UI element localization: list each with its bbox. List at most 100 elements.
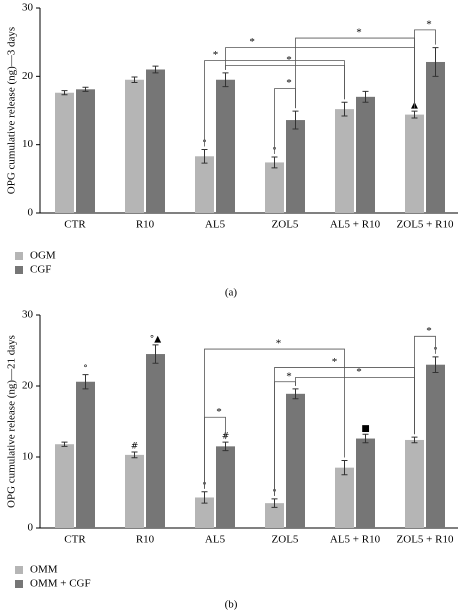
error-bar: [82, 86, 89, 92]
error-bar: [131, 76, 138, 83]
bracket: [204, 416, 226, 489]
bracket: [295, 37, 415, 109]
bar: [426, 61, 445, 213]
bar: [216, 79, 235, 213]
bracket: [414, 335, 436, 435]
bar: [146, 354, 165, 528]
x-tick-label: CTR: [64, 534, 86, 546]
bar: [265, 162, 284, 213]
x-tick-label: AL5: [205, 219, 226, 231]
bar: [146, 69, 165, 213]
panel-label: (a): [225, 287, 238, 299]
bar: [405, 439, 424, 528]
bracket-label: *: [286, 370, 292, 382]
error-bar: [131, 451, 138, 459]
error-bar: [292, 110, 299, 130]
bracket: [414, 29, 436, 109]
error-bar: [201, 148, 208, 164]
x-tick-label: R10: [136, 534, 155, 546]
error-bar: [362, 90, 369, 103]
error-bar: [341, 101, 348, 117]
bracket-label: *: [286, 54, 292, 66]
bracket: [225, 65, 345, 100]
bracket-label: *: [249, 36, 255, 48]
x-tick-label: AL5 + R10: [330, 219, 381, 231]
y-tick-label: 0: [28, 522, 34, 534]
bracket-label: *: [213, 49, 219, 61]
bar: [335, 109, 354, 213]
y-tick-label: 30: [22, 309, 34, 321]
error-bar: [222, 72, 229, 88]
legend-label: CGF: [30, 264, 51, 276]
error-bar: [201, 491, 208, 504]
legend-label: OMM: [30, 564, 58, 576]
bar: [426, 364, 445, 528]
bracket: [295, 377, 415, 435]
x-tick-label: CTR: [64, 219, 86, 231]
y-tick-label: 20: [22, 380, 34, 392]
error-bar: [411, 110, 418, 119]
legend-swatch: [15, 566, 23, 574]
bar: [286, 393, 305, 528]
bar: [356, 438, 375, 528]
y-axis-label: OPG cumulative release (ng)—21 days: [6, 335, 18, 508]
error-bar: [292, 388, 299, 400]
error-bar: [341, 460, 348, 476]
y-tick-label: 30: [22, 2, 34, 14]
error-bar: [222, 441, 229, 452]
y-axis-label: OPG cumulative release (ng)—3 days: [6, 27, 18, 194]
error-bar: [411, 436, 418, 444]
error-bar: [432, 47, 439, 77]
significance-marker: ■: [361, 424, 370, 434]
bracket-label: *: [426, 18, 432, 30]
error-bar: [61, 90, 68, 96]
bar: [76, 89, 95, 213]
bar: [125, 79, 144, 213]
significance-marker: °: [83, 364, 88, 374]
bracket-label: *: [426, 325, 432, 337]
x-tick-label: ZOL5: [272, 219, 299, 231]
bracket-label: *: [216, 406, 222, 418]
bracket: [274, 88, 296, 154]
error-bar: [82, 374, 89, 390]
significance-marker: °▲: [150, 334, 162, 344]
error-bar: [152, 344, 159, 364]
bar: [286, 120, 305, 213]
bar: [216, 446, 235, 528]
legend-label: OMM + CGF: [30, 578, 91, 590]
y-tick-label: 0: [28, 207, 34, 219]
x-tick-label: R10: [136, 219, 155, 231]
bar: [195, 497, 214, 528]
y-tick-label: 10: [22, 451, 34, 463]
error-bar: [61, 441, 68, 447]
bar: [195, 156, 214, 213]
panel-label: (b): [225, 599, 238, 611]
bracket: [225, 47, 415, 109]
bar: [356, 96, 375, 213]
bracket-label: *: [356, 27, 362, 39]
x-tick-label: ZOL5 + R10: [397, 534, 454, 546]
bar: [405, 114, 424, 213]
significance-marker: #: [131, 442, 139, 452]
bar: [55, 444, 74, 528]
bracket-label: *: [356, 366, 362, 378]
bar: [125, 454, 144, 528]
bar: [76, 381, 95, 528]
error-bar: [271, 498, 278, 508]
error-bar: [432, 356, 439, 374]
error-bar: [152, 65, 159, 74]
x-tick-label: AL5: [205, 534, 226, 546]
y-tick-label: 20: [22, 70, 34, 82]
bracket-label: *: [332, 356, 338, 368]
y-tick-label: 10: [22, 138, 34, 150]
x-tick-label: ZOL5 + R10: [397, 219, 454, 231]
bracket-label: *: [276, 338, 282, 350]
legend-swatch: [15, 266, 23, 274]
x-tick-label: AL5 + R10: [330, 534, 381, 546]
bracket-label: *: [286, 77, 292, 89]
legend-swatch: [15, 252, 23, 260]
x-tick-label: ZOL5: [272, 534, 299, 546]
bar: [55, 92, 74, 213]
